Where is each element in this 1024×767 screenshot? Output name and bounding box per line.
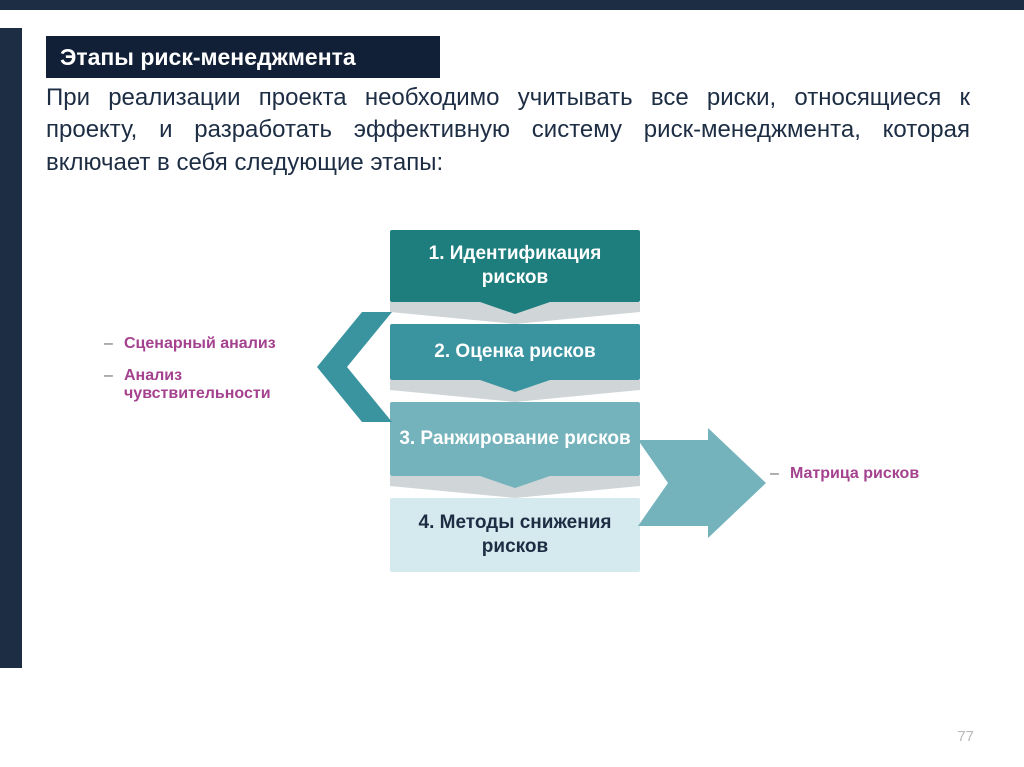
chevron-right-icon [638,428,766,538]
right-annotation-item: Матрица рисков [770,465,919,483]
stage-box-2: 2. Оценка рисков [390,324,640,380]
stage-box-1: 1. Идентификация рисков [390,230,640,302]
page-number: 77 [957,728,974,745]
stages-flow: 1. Идентификация рисков 2. Оценка рисков 3… [390,230,640,572]
stage-box-3: 3. Ранжирование рисков [390,402,640,476]
stage-connector-2 [390,380,640,402]
stage-box-4: 4. Методы снижения рисков [390,498,640,572]
side-bar [0,28,22,668]
stage-connector-1 [390,302,640,324]
right-annotations: Матрица рисков [770,465,919,483]
page-title: Этапы риск-менеджмента [60,44,356,71]
chevron-left-icon [317,312,392,422]
left-annotations: Сценарный анализ Анализ чувствительности [104,335,324,417]
intro-text: При реализации проекта необходимо учитыв… [46,82,970,179]
title-band: Этапы риск-менеджмента [46,36,440,78]
left-annotation-item: Сценарный анализ [104,335,324,353]
left-annotation-item: Анализ чувствительности [104,367,324,403]
stage-connector-3 [390,476,640,498]
top-bar [0,0,1024,10]
arrow-right [638,428,766,538]
